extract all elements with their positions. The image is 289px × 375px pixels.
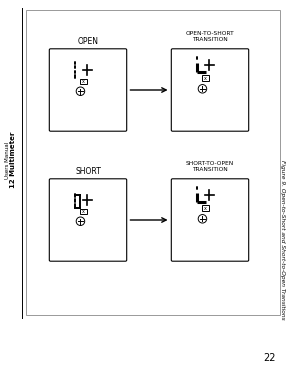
Text: 12 Multimeter: 12 Multimeter [10,132,16,188]
FancyBboxPatch shape [26,10,280,315]
Text: 22: 22 [264,353,276,363]
FancyBboxPatch shape [171,49,249,131]
Circle shape [198,84,207,93]
Text: x: x [204,206,207,211]
FancyBboxPatch shape [49,49,127,131]
Text: OPEN: OPEN [77,37,99,46]
Text: SHORT-TO-OPEN
TRANSITION: SHORT-TO-OPEN TRANSITION [186,161,234,172]
Circle shape [198,214,207,223]
FancyBboxPatch shape [171,179,249,261]
Circle shape [76,217,85,225]
Bar [202,75,209,81]
Text: x: x [204,76,207,81]
Text: Figure 9. Open-to-Short and Short-to-Open Transitions: Figure 9. Open-to-Short and Short-to-Ope… [281,160,286,320]
Bar [79,78,87,84]
Text: Users Manual: Users Manual [5,141,10,178]
Circle shape [76,87,85,96]
Text: x: x [82,79,85,84]
FancyBboxPatch shape [49,179,127,261]
Text: OPEN-TO-SHORT
TRANSITION: OPEN-TO-SHORT TRANSITION [186,31,234,42]
Bar [202,205,209,211]
Text: x: x [82,209,85,214]
Text: SHORT: SHORT [75,167,101,176]
Bar [79,209,87,214]
